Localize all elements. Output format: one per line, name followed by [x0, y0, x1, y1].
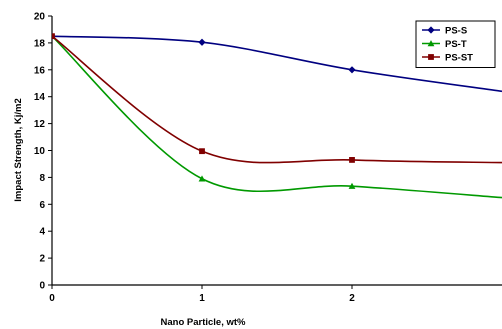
series-ps-st	[52, 33, 502, 164]
y-tick-label: 16	[34, 65, 46, 76]
y-tick-label: 8	[39, 173, 45, 184]
x-tick-label: 1	[199, 293, 205, 304]
series-layer	[52, 32, 502, 199]
data-point-ps-s	[348, 66, 356, 74]
y-axis-title: Impact Strength, Kj/m2	[13, 98, 24, 201]
x-axis-title: Nano Particle, wt%	[161, 317, 247, 328]
legend-label-ps-t: PS-T	[445, 39, 467, 50]
y-tick-label: 4	[39, 227, 45, 238]
legend: PS-S PS-T PS-ST	[415, 20, 496, 68]
y-tick-label: 6	[39, 200, 45, 211]
y-tick-label: 12	[34, 119, 46, 130]
series-line-ps-st	[52, 35, 502, 164]
y-tick-label: 0	[39, 281, 45, 292]
legend-marker-ps-t	[427, 40, 435, 47]
legend-label-ps-st: PS-ST	[445, 53, 473, 64]
legend-marker-ps-s	[427, 26, 435, 34]
data-point-ps-t	[198, 175, 206, 182]
legend-marker-ps-st	[428, 54, 434, 60]
data-point-ps-st	[199, 148, 205, 155]
x-tick-label: 2	[349, 293, 355, 304]
data-point-ps-s	[198, 38, 206, 46]
y-tick-label: 18	[34, 38, 46, 49]
y-tick-label: 14	[34, 92, 46, 103]
y-tick-label: 10	[34, 146, 46, 157]
legend-label-ps-s: PS-S	[445, 26, 467, 37]
data-point-ps-t	[348, 182, 356, 189]
y-tick-label: 2	[39, 254, 45, 265]
data-point-ps-st	[52, 33, 55, 40]
axes	[48, 15, 502, 289]
series-line-ps-t	[52, 35, 502, 199]
y-tick-label: 20	[34, 12, 46, 23]
x-tick-label: 0	[49, 293, 55, 304]
series-line-ps-s	[52, 35, 502, 93]
data-point-ps-st	[349, 157, 355, 163]
